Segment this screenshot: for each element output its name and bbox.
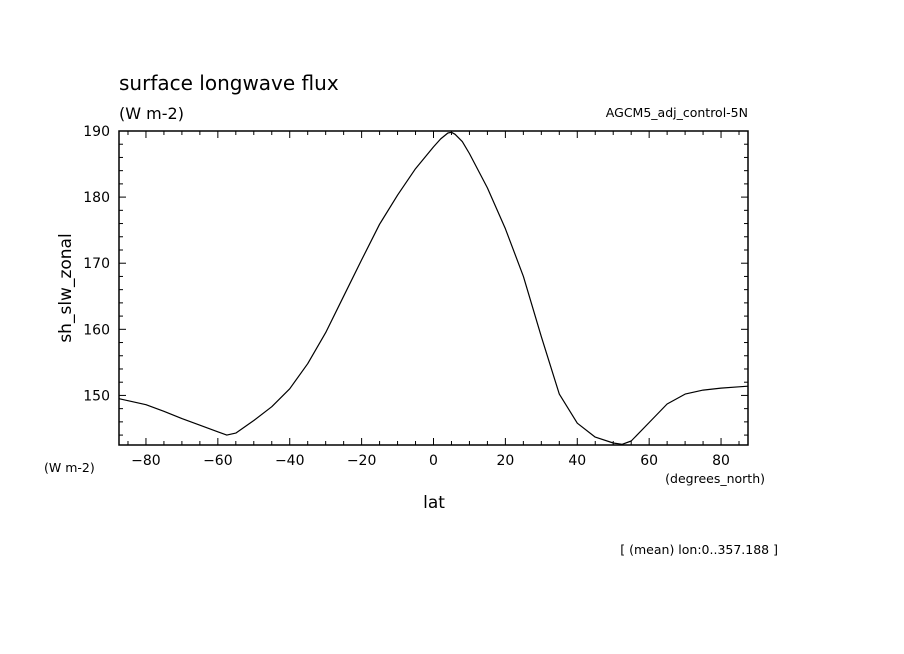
- x-tick-label: −40: [275, 453, 305, 469]
- x-tick-label: −60: [203, 453, 233, 469]
- x-axis-ticks: [127, 131, 740, 445]
- x-axis-tick-labels: −80 −60 −40 −20 0 20 40 60 80: [131, 453, 730, 469]
- footnote: [ (mean) lon:0..357.188 ]: [620, 542, 778, 557]
- y-tick-label: 190: [83, 124, 110, 140]
- x-tick-label: 0: [429, 453, 438, 469]
- x-axis-units: (degrees_north): [665, 471, 765, 486]
- y-axis-ticks: [119, 130, 748, 436]
- x-tick-label: −20: [347, 453, 377, 469]
- y-tick-label: 170: [83, 256, 110, 272]
- dataset-label: AGCM5_adj_control-5N: [606, 105, 748, 120]
- y-tick-label: 180: [83, 190, 110, 206]
- x-tick-label: 60: [640, 453, 658, 469]
- series-layer: [118, 131, 749, 445]
- y-tick-label: 160: [83, 322, 110, 338]
- x-tick-label: −80: [131, 453, 161, 469]
- chart-units: (W m-2): [119, 104, 184, 123]
- plot-border: [118, 130, 749, 446]
- chart-title: surface longwave flux: [119, 71, 339, 95]
- series-line: [118, 131, 749, 445]
- y-axis-label: sh_slw_zonal: [56, 233, 76, 342]
- x-tick-label: 80: [712, 453, 730, 469]
- y-axis-units: (W m-2): [44, 460, 95, 475]
- y-tick-label: 150: [83, 388, 110, 404]
- plot-frame: [118, 130, 749, 446]
- y-axis-tick-labels: 150 160 170 180 190: [83, 124, 110, 404]
- x-tick-label: 40: [568, 453, 586, 469]
- x-tick-label: 20: [496, 453, 514, 469]
- x-axis-label: lat: [423, 493, 445, 513]
